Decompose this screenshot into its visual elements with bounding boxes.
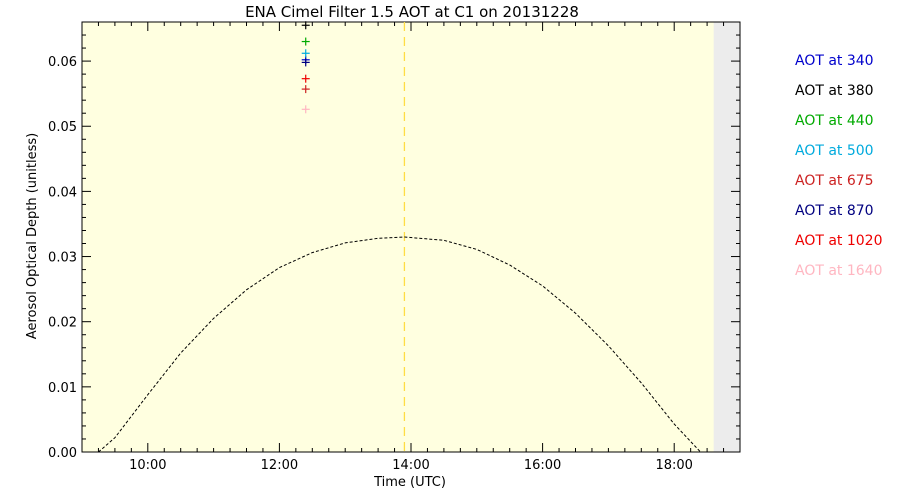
y-axis-label: Aerosol Optical Depth (unitless) [25,133,40,339]
legend-item: AOT at 1020 [795,233,883,249]
x-tick-label: 12:00 [261,458,298,473]
legend-item: AOT at 340 [795,53,874,69]
y-tick-label: 0.02 [48,316,77,331]
legend-item: AOT at 1640 [795,263,883,279]
y-tick-label: 0.05 [48,120,77,135]
daylight-region [82,22,714,452]
legend-item: AOT at 675 [795,173,874,189]
legend-item: AOT at 380 [795,83,874,99]
x-tick-label: 14:00 [392,458,429,473]
data-point-marker [301,85,310,94]
x-axis-label: Time (UTC) [373,475,446,490]
data-point-marker [301,58,310,67]
y-tick-label: 0.03 [48,251,77,266]
legend-item: AOT at 440 [795,113,874,129]
data-point-marker [301,105,310,114]
x-tick-label: 16:00 [524,458,561,473]
y-tick-label: 0.01 [48,381,77,396]
y-tick-label: 0.06 [48,55,77,70]
solar-curve-line [98,236,701,453]
x-tick-label: 18:00 [655,458,692,473]
data-point-marker [301,74,310,83]
chart-title: ENA Cimel Filter 1.5 AOT at C1 on 201312… [245,3,579,21]
data-point-marker [301,49,310,58]
y-tick-label: 0.04 [48,185,77,200]
data-point-marker [301,21,310,30]
legend-item: AOT at 500 [795,143,874,159]
legend-item: AOT at 870 [795,203,874,219]
x-tick-label: 10:00 [129,458,166,473]
data-point-marker [301,37,310,46]
y-tick-label: 0.00 [48,446,77,461]
